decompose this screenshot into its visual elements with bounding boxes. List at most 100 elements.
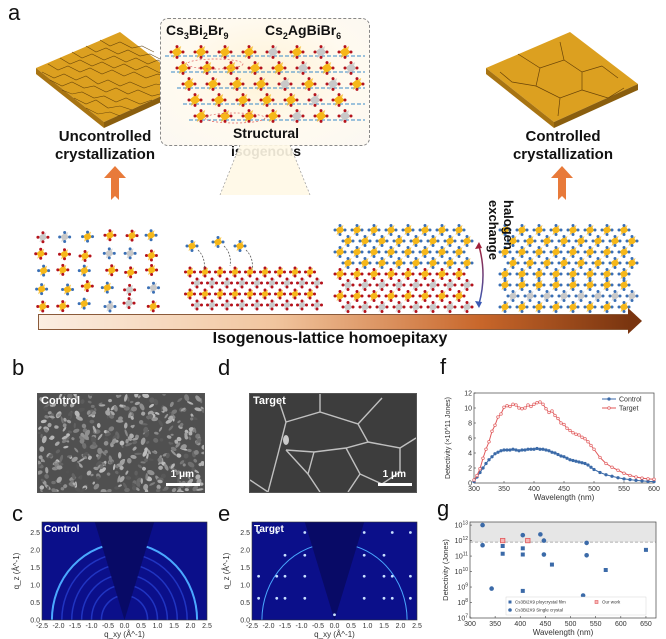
halide-atom — [229, 270, 232, 274]
halide-atom — [211, 98, 215, 102]
diffraction-spot — [303, 531, 307, 534]
halide-atom — [296, 281, 299, 285]
halide-atom — [576, 305, 580, 309]
grain — [188, 436, 192, 440]
halide-atom — [300, 277, 304, 281]
halide-atom — [253, 82, 257, 86]
octahedron — [426, 235, 440, 247]
halide-atom — [591, 294, 595, 298]
halide-atom — [36, 304, 40, 308]
halide-atom — [259, 270, 262, 274]
diffraction-spot — [362, 596, 366, 600]
halide-atom — [270, 299, 274, 303]
halide-atom — [298, 292, 301, 296]
grain — [45, 466, 49, 474]
halide-atom — [576, 283, 580, 287]
grain — [177, 420, 181, 424]
progress-label: Isogenous-lattice homoepitaxy — [212, 330, 448, 347]
data-point-single-crystal — [584, 540, 589, 546]
octahedron — [574, 290, 588, 302]
halide-atom — [622, 268, 626, 271]
halide-atom — [187, 77, 191, 81]
halide-atom — [225, 277, 229, 281]
octahedron — [145, 263, 159, 276]
halide-atom — [440, 246, 444, 249]
halide-atom — [355, 224, 359, 227]
halide-atom — [217, 50, 221, 54]
octahedron — [426, 279, 440, 291]
data-point-target — [580, 435, 584, 439]
octahedron — [600, 301, 614, 313]
halide-atom — [313, 82, 317, 86]
data-point-target — [559, 421, 563, 425]
halide-atom — [457, 290, 461, 293]
halide-atom — [233, 274, 237, 278]
grain — [74, 487, 81, 492]
x-axis-label: Wavelength (nm) — [534, 493, 595, 502]
halide-atom — [270, 277, 274, 281]
data-point-polycrystal-film — [549, 562, 554, 567]
grain — [131, 406, 137, 412]
octahedron — [289, 45, 305, 59]
grain — [41, 458, 45, 463]
halide-atom — [411, 250, 415, 254]
grain — [162, 406, 168, 412]
halide-atom — [532, 305, 536, 309]
x-tick-label: 400 — [514, 621, 526, 628]
halide-atom — [545, 290, 549, 293]
octahedron — [549, 246, 563, 258]
halide-atom — [346, 279, 350, 282]
halide-atom — [571, 255, 575, 258]
halide-atom — [557, 239, 561, 243]
data-point-target — [472, 478, 476, 482]
grain — [69, 402, 75, 408]
halide-atom — [389, 268, 393, 271]
halide-atom — [88, 254, 92, 258]
halide-atom — [588, 288, 592, 291]
grain — [130, 454, 137, 459]
halide-atom — [588, 224, 592, 227]
grain — [38, 470, 43, 475]
halide-atom — [203, 288, 207, 292]
halide-atom — [574, 239, 578, 243]
octahedron — [443, 301, 457, 313]
grain — [158, 419, 164, 427]
octahedron — [574, 235, 588, 247]
octahedron — [392, 235, 406, 247]
halide-atom — [579, 257, 583, 260]
halide-atom — [418, 228, 422, 232]
grain — [159, 438, 164, 442]
halide-atom — [289, 93, 293, 97]
halide-atom — [562, 244, 566, 247]
diffraction-spot — [362, 574, 366, 578]
grain — [153, 437, 159, 443]
octahedron — [274, 288, 286, 300]
grain — [55, 449, 61, 454]
halide-atom — [523, 261, 527, 265]
grain — [51, 488, 58, 492]
halide-atom — [184, 292, 187, 296]
y-tick-label: 0.0 — [30, 618, 40, 625]
octahedron — [122, 297, 136, 310]
grain — [108, 398, 112, 403]
tick-exponent: 11 — [463, 552, 468, 558]
halide-atom — [307, 87, 311, 91]
halogen-exchange-arrow-icon — [475, 242, 484, 308]
halide-atom — [343, 228, 347, 232]
x-tick-label: 1.0 — [363, 623, 373, 630]
octahedron — [214, 266, 226, 278]
halide-atom — [363, 301, 367, 304]
grain — [97, 433, 103, 440]
halide-atom — [508, 272, 512, 276]
halide-atom — [147, 286, 151, 290]
giwaxs-tag: Target — [254, 524, 284, 535]
octahedron — [384, 290, 398, 302]
octahedron — [435, 246, 449, 258]
halide-atom — [301, 114, 305, 118]
grain — [74, 447, 79, 453]
halide-atom — [199, 66, 203, 70]
halide-atom — [385, 261, 389, 265]
grain — [118, 416, 123, 421]
halide-atom — [613, 290, 617, 293]
grain — [147, 469, 155, 476]
